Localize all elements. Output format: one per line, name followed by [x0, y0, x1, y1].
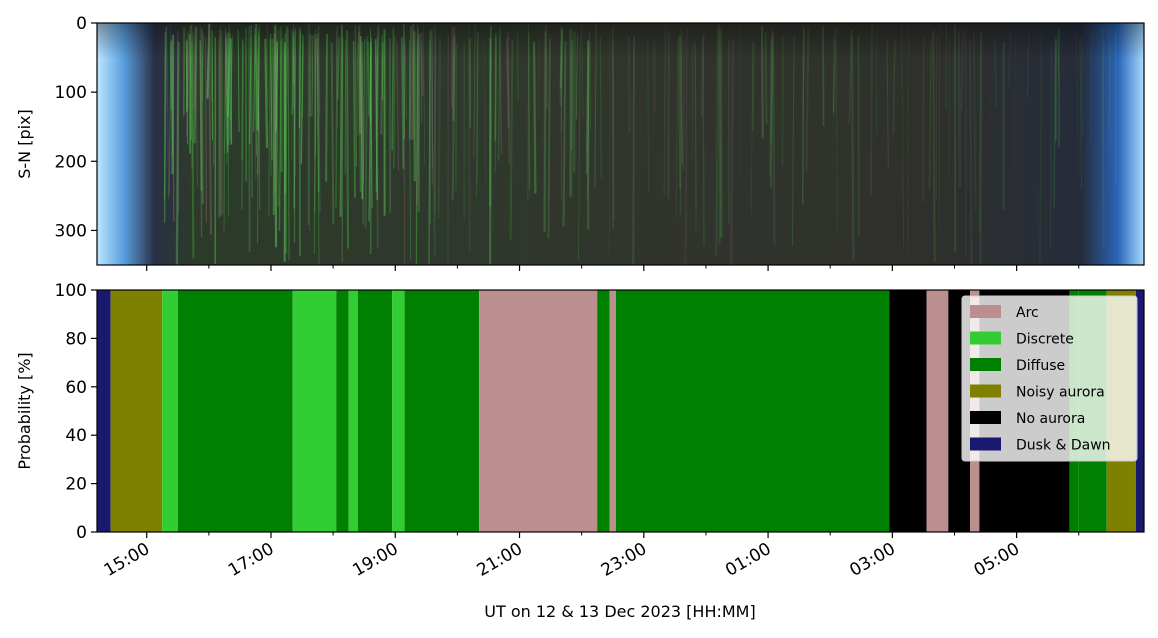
probability-x-tick-label: 01:00	[722, 539, 774, 581]
probability-x-tick-label: 05:00	[971, 539, 1023, 581]
legend-swatch	[970, 331, 1001, 345]
legend-label: Noisy aurora	[1016, 385, 1105, 401]
probability-segment-diffuse	[177, 290, 293, 532]
keogram-x-ticks	[146, 265, 1080, 271]
probability-segment-diffuse	[357, 290, 393, 532]
probability-segment-diffuse	[336, 290, 349, 532]
probability-segment-noisy-aurora	[110, 290, 163, 532]
legend-label: No aurora	[1016, 411, 1085, 427]
keogram-y-tick-label: 0	[76, 14, 87, 34]
legend-swatch	[970, 358, 1001, 371]
keogram-y-tick-label: 300	[55, 221, 87, 241]
legend-label: Discrete	[1016, 332, 1074, 348]
probability-segment-discrete	[392, 290, 405, 532]
probability-x-ticks: 15:00 17:00 19:00 21:00 23:00 01:00 03:00 05:00	[101, 532, 1080, 581]
probability-x-tick-label: 03:00	[846, 539, 898, 581]
probability-segment-dusk-dawn	[1135, 290, 1144, 532]
probability-segment-discrete	[292, 290, 337, 532]
probability-segment-arc	[479, 290, 598, 532]
probability-segment-discrete	[348, 290, 358, 532]
legend-label: Arc	[1016, 305, 1039, 321]
probability-y-tick-label: 100	[55, 281, 87, 301]
probability-segment-arc	[609, 290, 616, 532]
keogram-y-tick-label: 200	[55, 152, 87, 172]
keogram-y-axis-title: S-N [pix]	[15, 109, 34, 179]
probability-frame	[96, 289, 1145, 533]
x-axis-title: UT on 12 & 13 Dec 2023 [HH:MM]	[484, 602, 755, 621]
keogram-y-ticks: 0 100 200 300	[55, 14, 97, 241]
legend-label: Diffuse	[1016, 358, 1065, 374]
legend-swatch	[970, 411, 1001, 424]
probability-panel: 0 20 40 60 80 100 15:00 17:00 19:00 21:00 23:00 01…	[15, 281, 1145, 621]
probability-x-tick-label: 23:00	[598, 539, 650, 581]
probability-y-tick-label: 0	[76, 523, 87, 543]
probability-segment-arc	[926, 290, 949, 532]
legend-box	[961, 295, 1138, 462]
probability-x-tick-label: 17:00	[225, 539, 277, 581]
probability-y-tick-label: 40	[65, 426, 87, 446]
probability-x-tick-label: 15:00	[101, 539, 153, 581]
keogram-image	[97, 23, 1144, 265]
probability-x-tick-label: 19:00	[349, 539, 401, 581]
probability-y-axis-title: Probability [%]	[15, 352, 34, 469]
legend-swatch	[970, 384, 1001, 398]
probability-y-tick-label: 80	[65, 329, 87, 349]
probability-segment-diffuse	[615, 290, 890, 532]
probability-segment-no-aurora	[889, 290, 927, 532]
keogram-frame	[96, 22, 1145, 266]
keogram-y-tick-label: 100	[55, 83, 87, 103]
probability-segment-diffuse	[597, 290, 610, 532]
probability-y-tick-label: 60	[65, 378, 87, 398]
probability-x-tick-label: 21:00	[474, 539, 526, 581]
probability-y-tick-label: 20	[65, 475, 87, 495]
legend-swatch	[970, 437, 1001, 451]
probability-segment-diffuse	[404, 290, 480, 532]
probability-segment-discrete	[162, 290, 178, 532]
legend: Arc Discrete Diffuse Noisy aurora No aurora D…	[961, 295, 1138, 462]
legend-swatch	[970, 305, 1001, 318]
legend-label: Dusk & Dawn	[1016, 438, 1111, 454]
probability-segment-dusk-dawn	[97, 290, 111, 532]
keogram-panel: 0 100 200 300 S-N [pix]	[15, 14, 1145, 271]
probability-y-ticks: 0 20 40 60 80 100	[55, 281, 97, 543]
